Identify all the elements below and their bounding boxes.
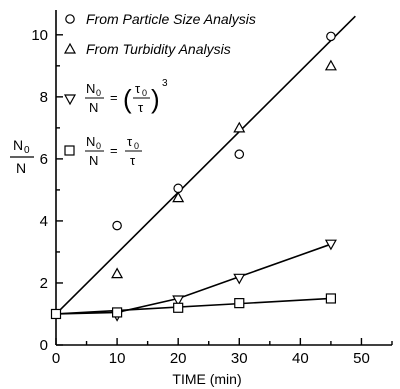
legend-square-marker <box>64 145 75 156</box>
formula-cubed-paren-close: ) <box>151 84 160 114</box>
y-tick-label: 6 <box>40 151 48 168</box>
x-tick-label: 50 <box>353 350 370 367</box>
data-point-triangle-up <box>111 267 124 279</box>
formula-cubed-n0-sub: 0 <box>96 88 101 98</box>
y-axis-title-denominator: N <box>16 160 26 176</box>
data-point-square <box>173 302 184 313</box>
y-tick-label: 2 <box>40 275 48 292</box>
x-tick-label: 20 <box>170 350 187 367</box>
formula-linear-tau0: τ <box>127 134 133 149</box>
data-point-triangle-up <box>324 59 337 71</box>
legend-label-turbidity: From Turbidity Analysis <box>86 41 231 57</box>
legend-label-particle-size: From Particle Size Analysis <box>86 11 256 27</box>
data-point-circle <box>173 183 183 194</box>
x-tick-label: 10 <box>109 350 126 367</box>
data-point-square <box>111 307 123 318</box>
fit-lines <box>55 15 356 315</box>
y-axis-title-numerator: N <box>13 137 23 153</box>
legend-circle-marker <box>65 14 75 24</box>
data-point-triangle-down <box>172 295 185 307</box>
legend-item-particle-size: From Particle Size Analysis <box>65 11 256 27</box>
y-tick-label: 10 <box>31 27 48 44</box>
formula-linear-n: N <box>89 153 98 168</box>
formula-linear-n0-sub: 0 <box>96 141 101 151</box>
data-markers <box>50 31 337 322</box>
data-point-triangle-down <box>324 239 337 251</box>
y-tick-label: 8 <box>40 89 48 106</box>
formula-linear-tau0-sub: 0 <box>134 141 139 151</box>
data-point-circle <box>326 31 336 42</box>
data-point-triangle-down <box>233 273 246 285</box>
legend-item-turbidity: From Turbidity Analysis <box>63 41 231 57</box>
data-point-square <box>325 293 337 304</box>
formula-cubed-tau: τ <box>138 100 144 115</box>
data-point-square <box>234 298 245 309</box>
legend-triangle-marker <box>63 42 77 54</box>
data-point-triangle-up <box>233 121 246 133</box>
fit-line-1 <box>55 15 356 315</box>
x-axis-title: TIME (min) <box>172 371 241 387</box>
legend-triangle-down-marker <box>63 94 77 106</box>
legend-item-formula-cubed: N 0 N = ( τ 0 τ ) 3 <box>63 78 168 115</box>
data-point-square <box>50 308 62 320</box>
formula-linear-equals: = <box>110 143 118 158</box>
data-point-triangle-up <box>172 191 185 203</box>
y-axis-title-numerator-sub: 0 <box>24 145 30 156</box>
formula-cubed-tau0-sub: 0 <box>142 88 147 98</box>
y-tick-label: 4 <box>40 213 48 230</box>
x-tick-label: 30 <box>231 350 248 367</box>
fit-line-3 <box>55 297 331 315</box>
formula-cubed-tau0: τ <box>135 81 141 96</box>
fit-line-2 <box>55 243 332 315</box>
data-point-circle <box>112 220 122 231</box>
formula-cubed-exponent: 3 <box>162 78 168 89</box>
x-tick-label: 40 <box>292 350 309 367</box>
x-tick-label: 0 <box>52 350 60 367</box>
legend: From Particle Size Analysis From Turbidi… <box>63 11 256 168</box>
legend-item-formula-linear: N 0 N = τ 0 τ <box>64 134 142 168</box>
formula-cubed-n0: N <box>86 81 95 96</box>
formula-cubed-n: N <box>89 100 98 115</box>
data-point-circle <box>234 149 245 160</box>
y-axis-title: N 0 N <box>10 137 34 176</box>
formula-linear-tau: τ <box>130 153 136 168</box>
y-tick-label: 0 <box>40 337 48 354</box>
formula-cubed-paren-open: ( <box>123 84 132 114</box>
formula-cubed-equals: = <box>110 90 118 105</box>
formula-linear-n0: N <box>86 134 95 149</box>
